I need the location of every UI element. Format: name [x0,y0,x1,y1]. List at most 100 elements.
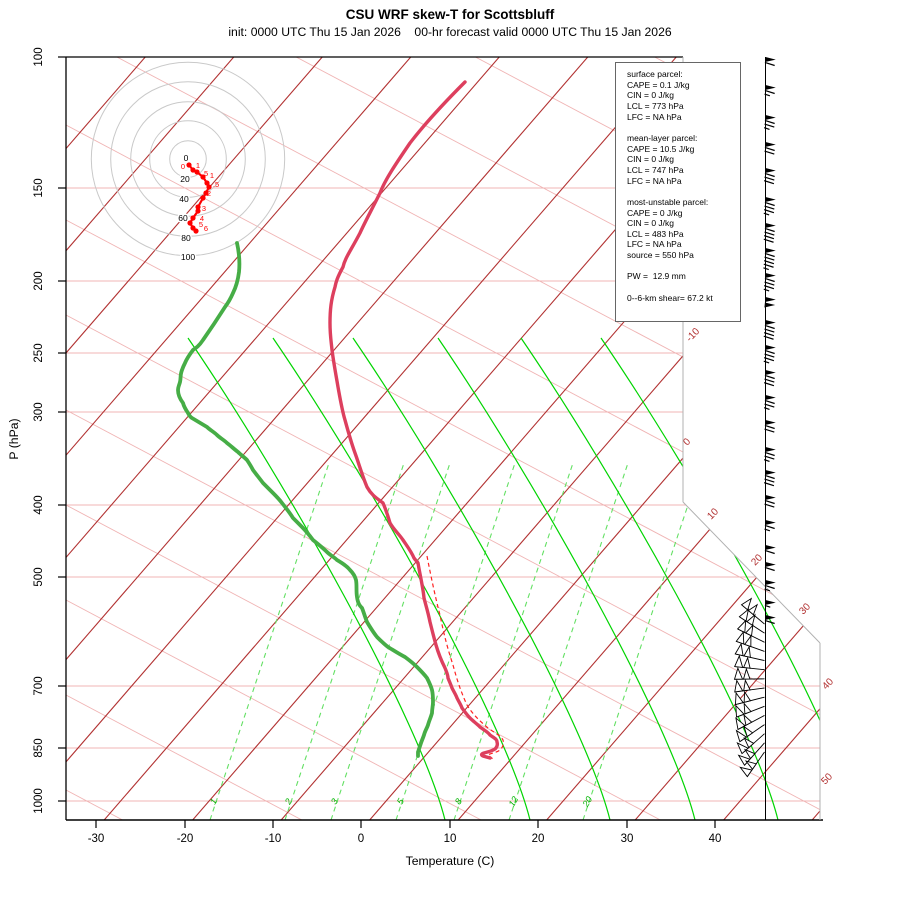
full-barb [764,252,775,258]
full-barb [764,403,775,408]
info-line: surface parcel: [627,69,683,79]
temp-tick-label: 10 [444,833,457,845]
info-line: CIN = 0 J/kg [627,90,675,101]
wind-barb-outline [735,630,765,652]
isotherm-label: 40 [820,676,836,692]
wind-barb [763,470,776,487]
info-line: LFC = NA hPa [627,175,682,186]
wind-barb [764,142,776,155]
full-barb [764,399,775,405]
outline-pennant [744,634,752,648]
full-barb [763,357,775,362]
hodograph-ring-label: 40 [179,194,189,204]
temp-tick-label: -30 [88,833,105,845]
info-line [627,282,740,293]
temp-tick-label: 30 [621,833,634,845]
moist-adiabat-curve [600,337,820,820]
mixing-ratio-label: 12 [507,795,521,809]
full-barb [764,205,775,210]
hodograph-point-label: .5 [202,169,208,178]
full-barb [763,332,775,337]
wind-barb [763,370,776,387]
wind-barb-outline [738,608,765,634]
pennant [764,395,776,400]
wind-barb-outline [734,654,765,671]
outline-pennant [746,613,756,626]
pennant [764,168,776,173]
outline-pennant [743,678,751,692]
isotherm-line [66,57,243,820]
full-barb [763,482,775,487]
dewpoint-curve [176,241,435,758]
info-line [627,122,740,133]
outline-pennant [744,760,757,770]
wind-barb [763,395,776,410]
dry-adiabat-line [66,57,820,272]
outline-pennant [744,624,754,637]
wind-barb [763,248,776,271]
hodograph-point-label: 5 [199,220,203,229]
pennant [764,297,776,302]
hodograph-point [195,208,201,214]
hodograph-point [193,228,199,234]
mixing-ratio-label: 3 [329,797,340,806]
hodograph-ring [90,61,286,257]
full-barb [763,263,774,268]
mixing-ratio-line [508,461,629,820]
hodograph-ring-label: 0 [184,153,189,163]
info-line: mean-layer parcel: [627,132,698,143]
full-barb [763,180,775,185]
hodograph-point-label: 6 [204,224,208,233]
full-barb [764,584,775,590]
outline-pennant [736,619,747,634]
wind-barb [764,297,776,308]
pressure-tick-label: 200 [33,271,45,290]
hodograph-ring [130,101,246,217]
x-axis-title: Temperature (C) [405,854,495,868]
half-barb [763,360,770,364]
half-barb [763,267,769,271]
hodograph-point [190,167,196,173]
temp-tick-label: 20 [532,833,545,845]
half-barb [763,288,770,292]
isotherm-label: 50 [819,771,835,787]
mixing-ratio-label: 20 [580,795,594,810]
full-barb [764,328,775,333]
outline-pennant [734,642,744,657]
isotherm-label: 10 [705,506,721,522]
page-title: CSU WRF skew-T for Scottsbluff [345,7,555,22]
wind-barb [763,345,776,364]
isotherm-line [0,47,65,830]
isotherm-label: 20 [749,552,765,568]
hodograph-point-label: 0 [181,162,185,171]
isotherm-line [183,57,820,820]
hodograph-point [187,220,193,226]
full-barb [764,374,775,380]
full-barb [763,382,775,387]
info-line: PW = 12.9 mm [627,271,686,282]
isotherm-label: -10 [684,326,702,344]
pennant [764,520,776,525]
moist-adiabat-curve [272,337,531,820]
full-barb [764,146,775,152]
mixing-ratio-label: 1 [208,797,219,806]
outline-pennant [735,716,746,731]
virtual-temp-curve [426,555,504,760]
pennant [764,545,776,550]
hodograph-point [203,190,209,196]
full-barb [764,324,775,330]
pennant [764,85,776,90]
full-barb [763,209,775,214]
info-line [627,186,740,197]
hodograph-ring-label: 80 [181,233,191,243]
hodograph-ring [149,120,227,198]
hodograph-point-label: 4 [200,214,204,223]
full-barb [764,566,775,572]
full-barb [763,260,775,265]
info-line: LFC = NA hPa [627,111,682,122]
wind-barb [764,615,776,625]
full-barb [764,89,775,95]
pressure-tick-label: 100 [33,47,45,66]
